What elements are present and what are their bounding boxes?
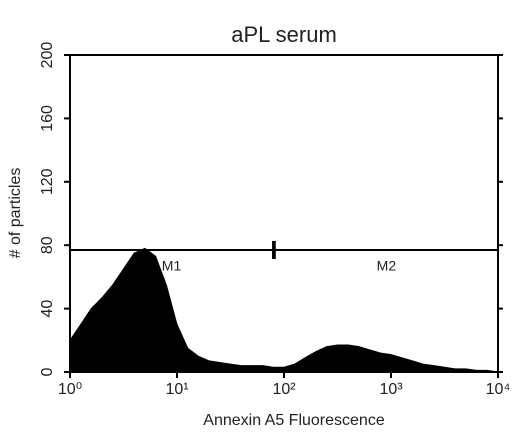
x-tick-label: 10¹	[165, 381, 188, 398]
x-tick-label: 10⁰	[58, 381, 82, 398]
x-tick-label: 10³	[379, 381, 403, 398]
x-axis-label: Annexin A5 Fluorescence	[203, 412, 385, 429]
y-tick-label: 200	[39, 42, 56, 69]
x-tick-label: 10⁴	[486, 381, 511, 398]
x-tick-label: 10²	[272, 381, 296, 398]
marker-label: M2	[377, 258, 397, 274]
chart-title: aPL serum	[231, 22, 337, 47]
y-tick-label: 120	[39, 168, 56, 195]
y-tick-label: 40	[39, 300, 56, 318]
y-tick-label: 80	[39, 236, 56, 254]
histogram	[69, 247, 499, 373]
y-tick-label: 160	[39, 105, 56, 132]
y-tick-label: 0	[39, 367, 56, 376]
marker-label: M1	[162, 258, 182, 274]
y-axis-label: # of particles	[7, 168, 24, 259]
